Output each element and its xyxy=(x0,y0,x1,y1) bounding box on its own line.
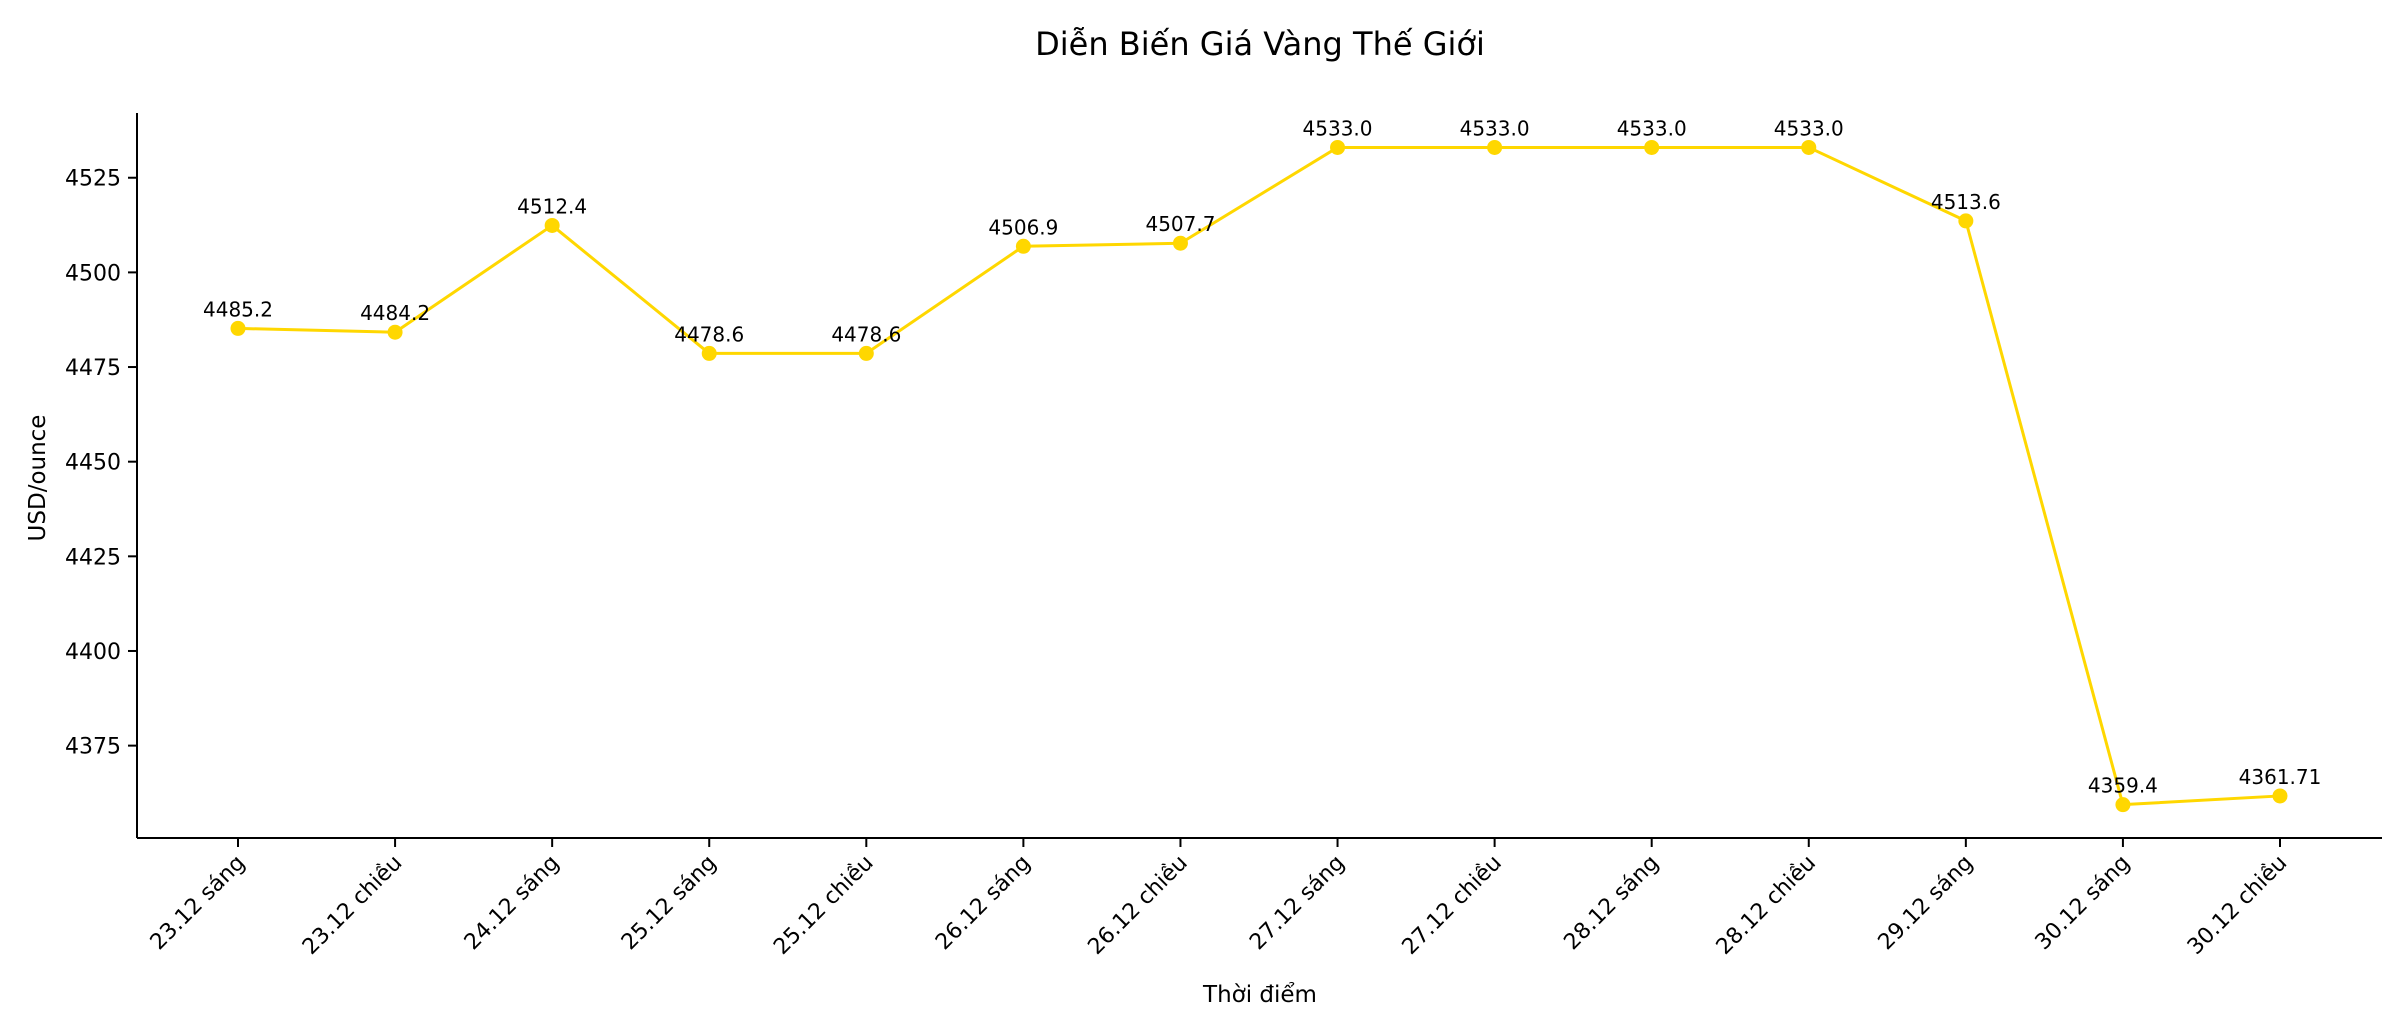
y-tick-label: 4525 xyxy=(65,167,121,192)
data-label: 4359.4 xyxy=(2088,774,2158,798)
x-tick-label: 23.12 chiều xyxy=(298,851,407,960)
data-point xyxy=(544,217,560,233)
chart-title: Diễn Biến Giá Vàng Thế Giới xyxy=(1035,25,1485,63)
data-label: 4533.0 xyxy=(1617,116,1687,140)
x-tick-label: 28.12 sáng xyxy=(1559,851,1664,956)
x-tick-label: 23.12 sáng xyxy=(146,851,251,956)
data-point xyxy=(2115,797,2131,813)
y-axis-ticks: 4375 4400 4425 4450 4475 4500 4525 xyxy=(65,167,137,760)
y-tick-label: 4450 xyxy=(65,451,121,476)
y-tick-label: 4500 xyxy=(65,261,121,286)
data-label: 4361.71 xyxy=(2239,765,2322,789)
data-label: 4506.9 xyxy=(988,215,1058,239)
x-tick-label: 29.12 sáng xyxy=(1874,851,1979,956)
data-point xyxy=(387,324,403,340)
data-point xyxy=(1487,139,1503,155)
y-tick-label: 4375 xyxy=(65,735,121,760)
x-tick-label: 27.12 sáng xyxy=(1245,851,1350,956)
data-point xyxy=(1644,139,1660,155)
x-tick-label: 27.12 chiều xyxy=(1398,851,1507,960)
x-axis-label: Thời điểm xyxy=(1202,982,1317,1008)
y-tick-label: 4425 xyxy=(65,545,121,570)
data-points xyxy=(230,139,2288,813)
data-label: 4513.6 xyxy=(1931,190,2001,214)
data-label: 4507.7 xyxy=(1145,212,1215,236)
x-tick-label: 28.12 chiều xyxy=(1712,851,1821,960)
data-label: 4484.2 xyxy=(360,301,430,325)
data-labels: 4485.2 4484.2 4512.4 4478.6 4478.6 4506.9 4507… xyxy=(203,116,2321,797)
x-tick-label: 25.12 sáng xyxy=(617,851,722,956)
data-label: 4533.0 xyxy=(1774,116,1844,140)
x-tick-label: 25.12 chiều xyxy=(769,851,878,960)
y-axis-label: USD/ounce xyxy=(25,415,51,542)
data-point xyxy=(1172,235,1188,251)
series-line xyxy=(237,145,2281,807)
data-label: 4478.6 xyxy=(674,322,744,346)
x-tick-label: 30.12 sáng xyxy=(2031,851,2136,956)
data-point xyxy=(858,345,874,361)
data-point xyxy=(1330,139,1346,155)
x-tick-label: 24.12 sáng xyxy=(460,851,565,956)
data-point xyxy=(230,320,246,336)
y-tick-label: 4475 xyxy=(65,356,121,381)
data-point xyxy=(2272,788,2288,804)
y-tick-label: 4400 xyxy=(65,640,121,665)
x-tick-label: 26.12 sáng xyxy=(931,851,1036,956)
x-tick-label: 30.12 chiều xyxy=(2183,851,2292,960)
data-label: 4512.4 xyxy=(517,194,587,218)
data-point xyxy=(1015,238,1031,254)
data-label: 4485.2 xyxy=(203,297,273,321)
data-point xyxy=(1958,213,1974,229)
x-axis-ticks: 23.12 sáng 23.12 chiều 24.12 sáng 25.12 sán… xyxy=(146,838,2292,960)
data-label: 4478.6 xyxy=(831,322,901,346)
data-point xyxy=(1801,139,1817,155)
data-point xyxy=(701,345,717,361)
data-label: 4533.0 xyxy=(1460,116,1530,140)
x-tick-label: 26.12 chiều xyxy=(1083,851,1192,960)
data-label: 4533.0 xyxy=(1303,116,1373,140)
